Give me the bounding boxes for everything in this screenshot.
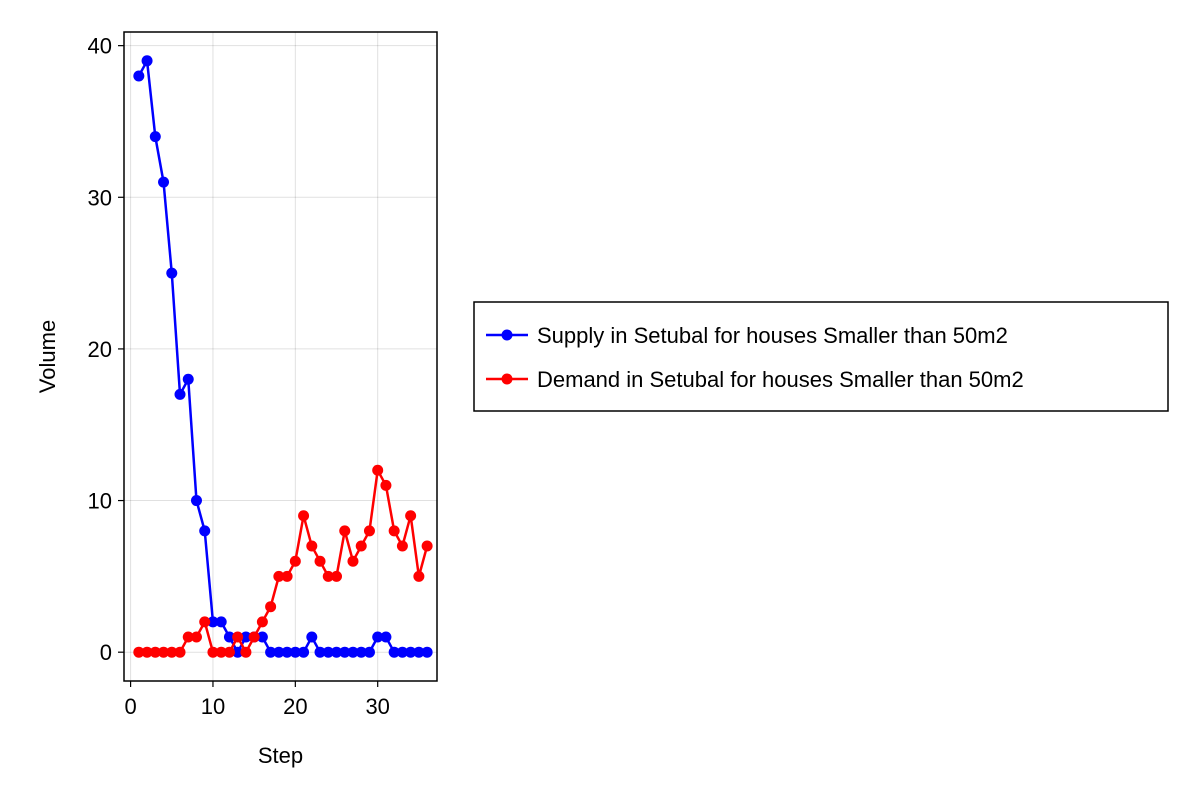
- data-point-demand: [240, 646, 252, 658]
- data-point-supply: [232, 646, 244, 658]
- data-point-supply: [281, 646, 293, 658]
- data-point-demand: [265, 601, 277, 613]
- data-point-demand: [232, 631, 244, 643]
- data-point-demand: [149, 646, 161, 658]
- data-point-demand: [298, 510, 310, 522]
- data-point-supply: [207, 616, 219, 628]
- data-point-demand: [133, 646, 145, 658]
- data-point-demand: [322, 570, 334, 582]
- data-point-demand: [289, 555, 301, 567]
- y-tick-label: 10: [88, 489, 112, 514]
- data-point-supply: [314, 646, 326, 658]
- data-point-supply: [141, 55, 153, 67]
- data-point-supply: [182, 373, 194, 385]
- data-point-supply: [363, 646, 375, 658]
- data-point-supply: [298, 646, 310, 658]
- legend-swatch-marker-demand: [501, 373, 513, 385]
- data-point-supply: [347, 646, 359, 658]
- x-axis-label: Step: [258, 743, 303, 768]
- x-tick-label: 0: [124, 694, 136, 719]
- data-point-supply: [413, 646, 425, 658]
- y-tick-label: 20: [88, 337, 112, 362]
- data-point-demand: [372, 464, 384, 476]
- data-point-demand: [248, 631, 260, 643]
- data-point-demand: [141, 646, 153, 658]
- data-point-supply: [265, 646, 277, 658]
- data-point-supply: [199, 525, 211, 537]
- data-point-demand: [421, 540, 433, 552]
- data-point-demand: [281, 570, 293, 582]
- y-tick-label: 0: [100, 640, 112, 665]
- axis-ticks: 0 10 20 30 0 10 20 30 40: [88, 34, 390, 719]
- data-point-demand: [314, 555, 326, 567]
- plot-frame: [123, 31, 438, 682]
- data-point-demand: [339, 525, 351, 537]
- data-point-demand: [166, 646, 178, 658]
- data-point-demand: [347, 555, 359, 567]
- data-point-demand: [331, 570, 343, 582]
- data-point-demand: [223, 646, 235, 658]
- y-tick-label: 30: [88, 185, 112, 210]
- data-point-supply: [421, 646, 433, 658]
- data-point-demand: [207, 646, 219, 658]
- data-point-supply: [306, 631, 318, 643]
- data-point-demand: [182, 631, 194, 643]
- data-point-supply: [273, 646, 285, 658]
- data-point-supply: [355, 646, 367, 658]
- series-line-supply: [137, 59, 428, 654]
- data-point-demand: [396, 540, 408, 552]
- data-point-supply: [215, 616, 227, 628]
- data-point-demand: [405, 510, 417, 522]
- data-point-supply: [223, 631, 235, 643]
- data-point-supply: [240, 631, 252, 643]
- x-tick-label: 10: [201, 694, 225, 719]
- data-point-demand: [388, 525, 400, 537]
- data-point-demand: [355, 540, 367, 552]
- data-point-supply: [190, 495, 202, 507]
- data-point-supply: [149, 131, 161, 143]
- data-point-demand: [380, 479, 392, 491]
- grid: [124, 32, 437, 681]
- series-line-demand: [138, 468, 429, 654]
- data-point-supply: [322, 646, 334, 658]
- data-point-supply: [396, 646, 408, 658]
- y-axis-label: Volume: [35, 320, 60, 393]
- data-point-supply: [133, 70, 145, 82]
- data-point-supply: [372, 631, 384, 643]
- data-point-supply: [289, 646, 301, 658]
- data-point-demand: [306, 540, 318, 552]
- data-point-demand: [190, 631, 202, 643]
- data-point-demand: [273, 570, 285, 582]
- data-point-supply: [405, 646, 417, 658]
- data-point-demand: [363, 525, 375, 537]
- series-supply: [133, 55, 433, 658]
- data-point-supply: [166, 267, 178, 279]
- x-tick-label: 20: [283, 694, 307, 719]
- legend: Supply in Setubal for houses Smaller tha…: [473, 301, 1169, 412]
- data-point-supply: [256, 631, 268, 643]
- legend-box: [473, 301, 1169, 412]
- series-layer: [133, 55, 433, 658]
- data-point-supply: [331, 646, 343, 658]
- data-point-supply: [380, 631, 392, 643]
- series-demand: [133, 464, 433, 658]
- data-point-demand: [158, 646, 170, 658]
- data-point-demand: [174, 646, 186, 658]
- data-point-demand: [215, 646, 227, 658]
- data-point-demand: [199, 616, 211, 628]
- y-tick-label: 40: [88, 34, 112, 59]
- data-point-demand: [413, 570, 425, 582]
- x-tick-label: 30: [365, 694, 389, 719]
- data-point-demand: [256, 616, 268, 628]
- data-point-supply: [174, 388, 186, 400]
- legend-label-demand: Demand in Setubal for houses Smaller tha…: [537, 367, 1024, 392]
- data-point-supply: [388, 646, 400, 658]
- legend-swatch-marker-supply: [501, 329, 513, 341]
- data-point-supply: [339, 646, 351, 658]
- legend-label-supply: Supply in Setubal for houses Smaller tha…: [537, 323, 1008, 348]
- data-point-supply: [158, 176, 170, 188]
